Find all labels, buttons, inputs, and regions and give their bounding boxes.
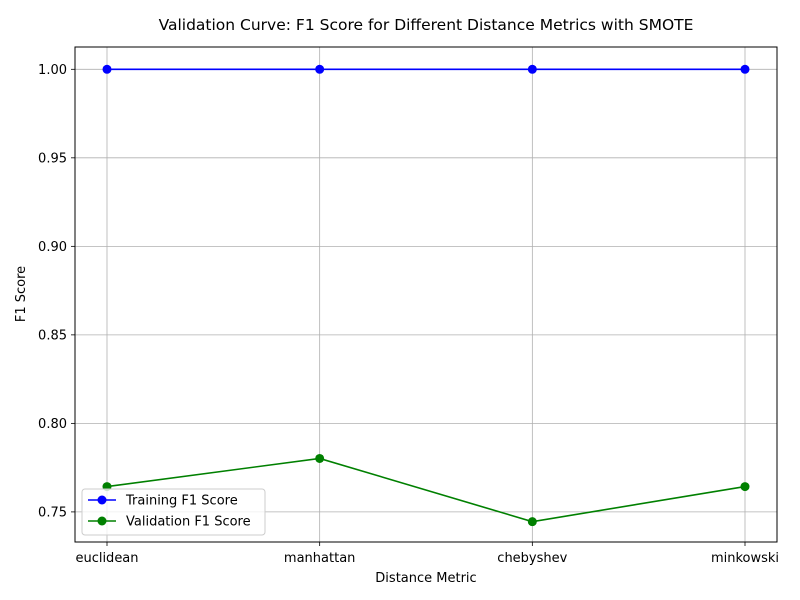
legend-box [81,488,266,536]
legend-label: Validation F1 Score [126,515,251,530]
y-tick-label: 0.85 [38,328,67,343]
data-point [740,64,750,74]
legend: Training F1 Score Validation F1 Score [81,488,266,536]
x-tick-label: manhattan [284,551,355,566]
y-tick-label: 0.90 [38,240,67,255]
data-point [315,453,325,463]
data-point [315,64,325,74]
legend-marker [97,516,107,526]
legend-label: Training F1 Score [125,494,238,509]
y-axis-label: F1 Score [14,266,29,322]
x-tick-label: minkowski [711,551,779,566]
y-axis-ticks: 0.75 0.80 0.85 0.90 0.95 1.00 [38,63,75,520]
x-axis-ticks: euclidean manhattan chebyshev minkowski [75,542,779,566]
chart-title: Validation Curve: F1 Score for Different… [159,16,694,34]
data-point [102,64,112,74]
x-tick-label: euclidean [75,551,138,566]
x-axis-label: Distance Metric [375,571,476,586]
data-point [527,64,537,74]
y-tick-label: 1.00 [38,63,67,78]
y-tick-label: 0.95 [38,151,67,166]
plot-frame [74,46,778,543]
x-tick-label: chebyshev [497,551,567,566]
data-point [527,517,537,527]
series-line-1 [106,457,746,523]
legend-marker [97,495,107,505]
data-point [740,482,750,492]
y-tick-label: 0.75 [38,505,67,520]
y-tick-label: 0.80 [38,417,67,432]
